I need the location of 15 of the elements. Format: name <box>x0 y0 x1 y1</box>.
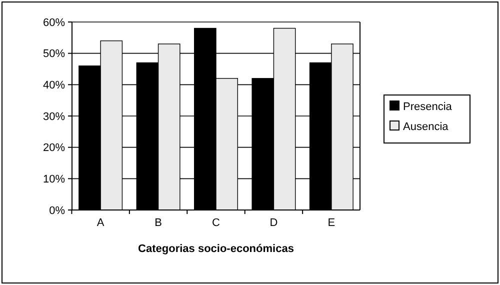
x-tick-label: A <box>96 217 105 229</box>
y-tick-label: 60% <box>42 16 66 29</box>
y-tick-label: 10% <box>42 174 66 186</box>
x-axis-title: Categorias socio-económicas <box>138 243 294 255</box>
x-tick-label: C <box>212 217 220 229</box>
y-tick-label: 20% <box>42 142 66 154</box>
x-tick-label: B <box>154 217 162 229</box>
y-tick-label: 0% <box>49 204 66 217</box>
y-tick-label: 40% <box>42 80 66 92</box>
legend-label: Presencia <box>403 100 453 113</box>
x-tick-label: E <box>328 217 336 229</box>
y-tick-label: 50% <box>42 48 66 60</box>
y-tick-label: 30% <box>42 110 66 123</box>
x-tick-label: D <box>270 217 278 229</box>
legend-label: Ausencia <box>403 120 450 133</box>
